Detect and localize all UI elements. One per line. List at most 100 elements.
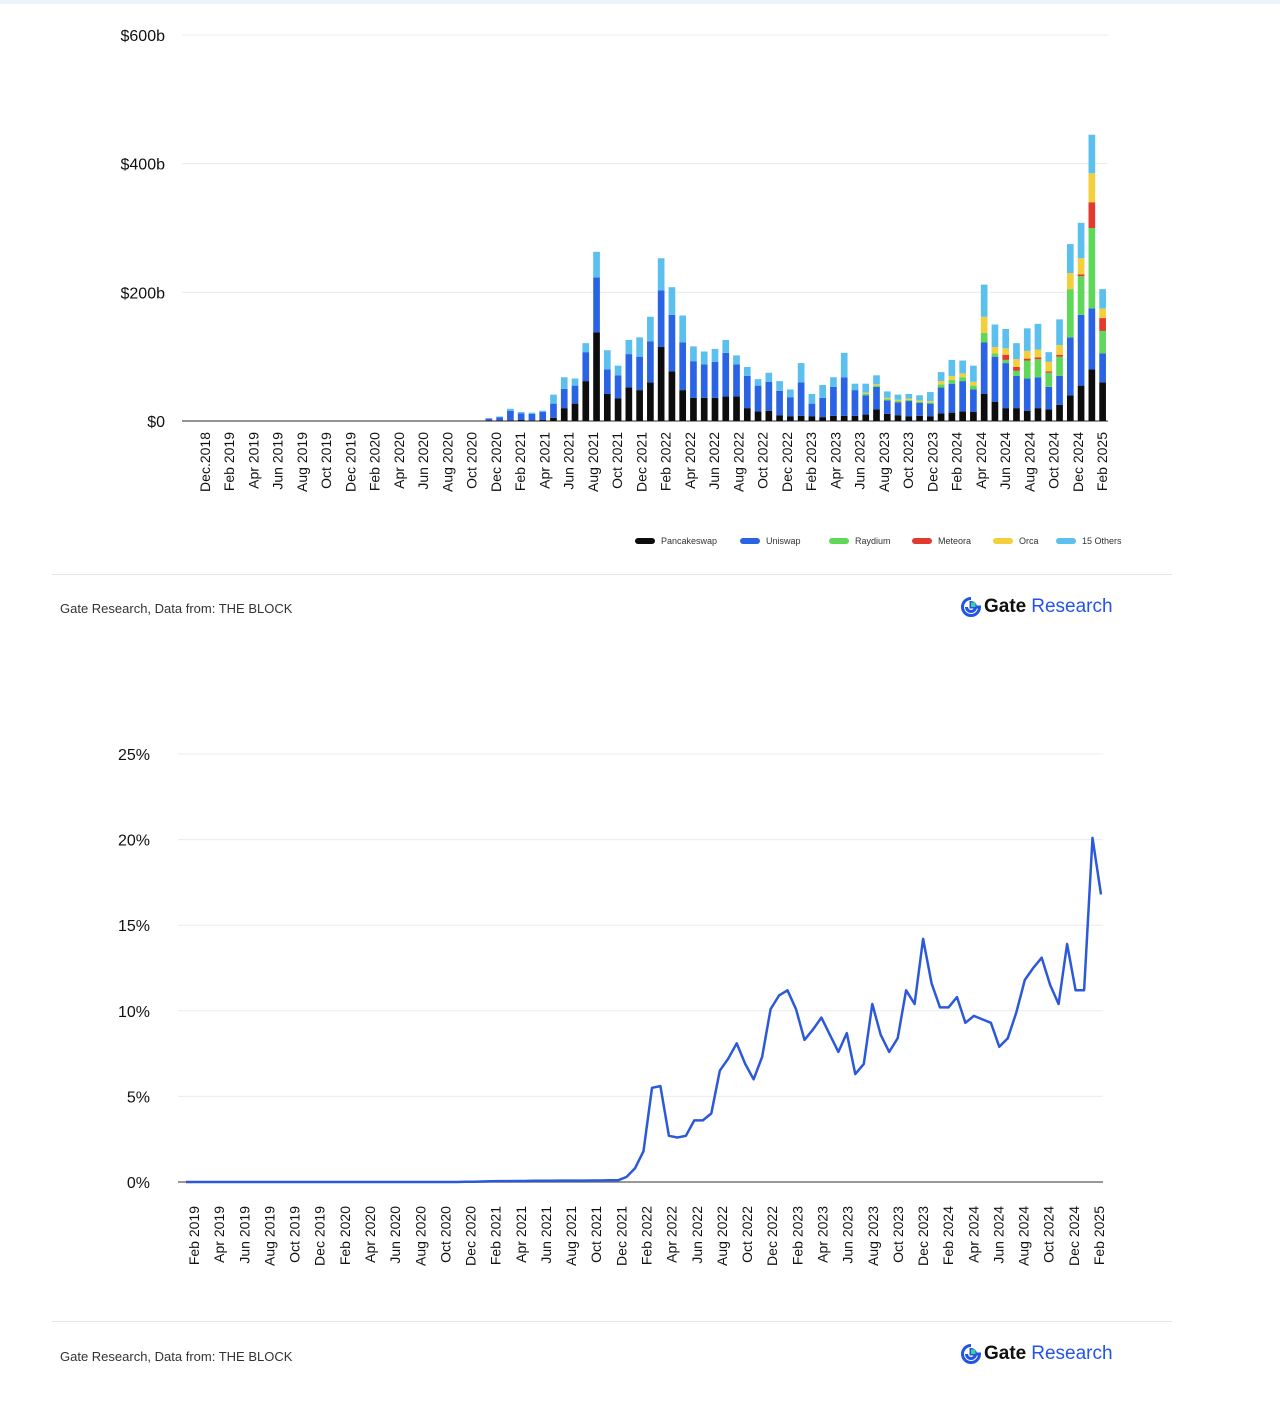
bar-segment-pancakeswap	[754, 411, 762, 421]
bar-segment-raydium	[980, 332, 988, 343]
bar-segment-15-others	[571, 378, 579, 386]
bar-segment-pancakeswap	[1056, 404, 1063, 421]
bar-segment-uniswap	[808, 403, 816, 417]
bar-segment-raydium	[1056, 356, 1063, 376]
bar-segment-uniswap	[485, 418, 493, 421]
legend-swatch	[1056, 538, 1076, 544]
bar-segment-uniswap	[1099, 353, 1106, 383]
bar-segment-15-others	[851, 383, 859, 391]
bar-segment-orca	[926, 401, 934, 403]
bar-segment-raydium	[959, 377, 966, 382]
x-tick-label: Aug 2019	[294, 432, 310, 492]
x-tick-label: Jun 2022	[706, 432, 722, 490]
x-tick-label: Aug 2022	[714, 1206, 730, 1266]
y-tick-label: $400b	[121, 157, 166, 174]
bar-segment-pancakeswap	[851, 415, 859, 421]
bar-segment-uniswap	[1077, 314, 1085, 386]
x-tick-label: Dec 2021	[633, 432, 649, 492]
bar-segment-pancakeswap	[862, 414, 870, 421]
bar-segment-orca	[1077, 258, 1085, 275]
bar-segment-pancakeswap	[571, 403, 579, 421]
bar-segment-15-others	[1088, 134, 1096, 174]
x-tick-label: Aug 2021	[585, 432, 601, 492]
bar-segment-orca	[970, 381, 977, 386]
x-tick-label: Dec 2019	[312, 1206, 328, 1266]
y-tick-label: 0%	[127, 1175, 150, 1192]
x-tick-label: Apr 2019	[211, 1206, 227, 1263]
bar-segment-uniswap	[970, 389, 977, 412]
x-tick-label: Oct 2020	[464, 432, 480, 489]
bar-segment-meteora	[1088, 202, 1096, 228]
legend-swatch	[740, 538, 760, 544]
bar-segment-15-others	[517, 411, 525, 414]
x-tick-label: Feb 2020	[337, 1206, 353, 1265]
bar-segment-uniswap	[862, 395, 870, 415]
x-tick-label: Aug 2024	[1021, 432, 1037, 492]
x-tick-label: Feb 2021	[512, 432, 528, 491]
bar-segment-uniswap	[754, 385, 762, 412]
x-tick-label: Oct 2023	[890, 1206, 906, 1263]
x-tick-label: Apr 2020	[362, 1206, 378, 1263]
bar-segment-pancakeswap	[830, 415, 837, 421]
bar-segment-uniswap	[1034, 377, 1042, 409]
bar-segment-pancakeswap	[711, 397, 719, 421]
bar-segment-pancakeswap	[840, 415, 848, 421]
bar-segment-uniswap	[647, 341, 654, 383]
bar-segment-pancakeswap	[1099, 382, 1106, 421]
x-tick-label: Dec.2018	[197, 432, 213, 492]
x-tick-label: Apr 2023	[814, 1206, 830, 1263]
bar-segment-uniswap	[873, 386, 880, 410]
bar-segment-pancakeswap	[722, 396, 730, 421]
y-tick-label: $600b	[121, 28, 166, 45]
bar-segment-uniswap	[582, 352, 590, 382]
bar-segment-orca	[883, 397, 891, 400]
top-strip	[0, 0, 1280, 4]
x-tick-label: Oct 2022	[755, 432, 771, 489]
x-tick-label: Aug 2020	[412, 1206, 428, 1266]
bar-segment-15-others	[647, 316, 654, 342]
x-tick-label: Jun 2023	[840, 1206, 856, 1264]
legend-label: Orca	[1019, 536, 1039, 546]
bar-segment-pancakeswap	[948, 412, 956, 421]
bar-segment-pancakeswap	[905, 416, 913, 421]
bar-segment-uniswap	[614, 375, 622, 399]
bar-segment-orca	[905, 398, 913, 400]
x-tick-label: Oct 2021	[609, 432, 625, 489]
bar-segment-uniswap	[1056, 375, 1063, 405]
legend-swatch	[829, 538, 849, 544]
x-tick-label: Aug 2019	[261, 1206, 277, 1266]
legend-swatch	[635, 538, 655, 544]
bar-segment-pancakeswap	[517, 419, 525, 421]
bar-segment-raydium	[970, 385, 977, 390]
bar-segment-pancakeswap	[657, 347, 665, 421]
bar-segment-meteora	[1013, 366, 1020, 371]
bar-segment-raydium	[894, 401, 902, 403]
bar-segment-15-others	[776, 381, 783, 391]
bar-segment-uniswap	[1023, 378, 1031, 411]
bar-segment-15-others	[614, 365, 622, 376]
x-tick-label: Dec 2020	[488, 432, 504, 492]
bar-segment-pancakeswap	[485, 420, 493, 421]
bar-segment-uniswap	[776, 390, 783, 416]
bar-segment-uniswap	[991, 356, 999, 402]
x-tick-label: Dec 2020	[463, 1206, 479, 1266]
x-tick-label: Feb 2020	[367, 432, 383, 491]
bar-segment-15-others	[862, 383, 870, 393]
divider	[52, 574, 1172, 575]
bar-segment-pancakeswap	[937, 413, 945, 421]
y-tick-label: 10%	[118, 1004, 150, 1021]
bar-segment-orca	[1099, 308, 1106, 319]
bar-segment-pancakeswap	[819, 417, 827, 421]
bar-segment-orca	[1088, 173, 1096, 203]
legend-item-pancakeswap: Pancakeswap	[635, 536, 717, 546]
bar-segment-orca	[959, 373, 966, 378]
x-tick-label: Jun 2022	[689, 1206, 705, 1264]
legend-label: Uniswap	[766, 536, 801, 546]
bar-segment-15-others	[926, 392, 934, 402]
bar-segment-15-others	[894, 394, 902, 400]
bar-segment-15-others	[970, 365, 977, 382]
legend-item-uniswap: Uniswap	[740, 536, 801, 546]
bar-segment-orca	[1034, 349, 1042, 358]
bar-segment-pancakeswap	[894, 415, 902, 421]
bar-segment-15-others	[905, 393, 913, 399]
